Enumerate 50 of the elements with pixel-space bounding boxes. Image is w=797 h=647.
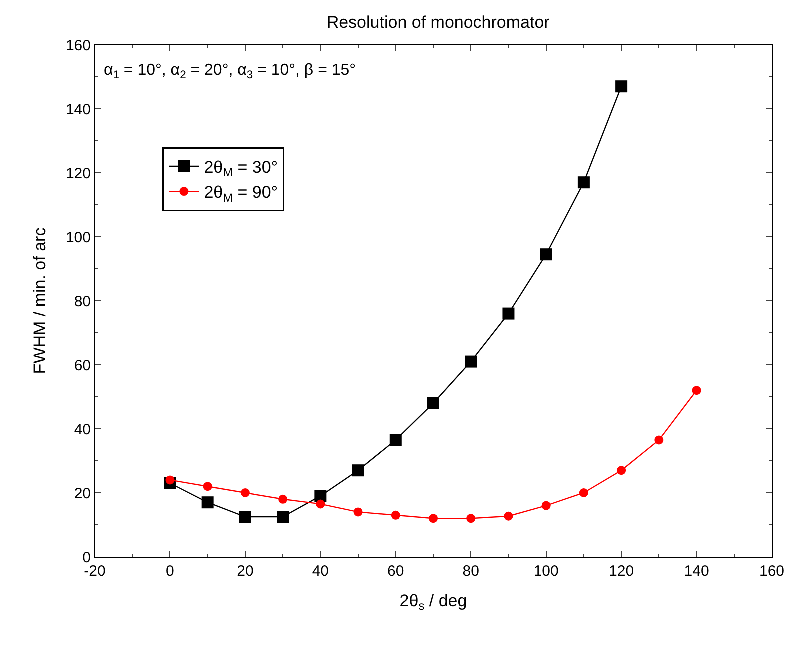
point <box>203 482 212 492</box>
point <box>429 514 438 524</box>
chart-title: Resolution of monochromator <box>326 13 550 32</box>
point <box>316 500 326 509</box>
point <box>202 496 214 509</box>
point <box>578 176 590 189</box>
point <box>314 490 327 502</box>
point <box>542 501 551 510</box>
x-tick-label: 20 <box>237 563 254 580</box>
point <box>354 508 363 517</box>
point <box>240 488 250 498</box>
point <box>617 466 626 476</box>
point <box>166 476 175 485</box>
point <box>352 464 364 477</box>
y-tick-label: 60 <box>74 357 91 374</box>
x-tick-label: 60 <box>388 563 404 580</box>
point <box>654 436 664 445</box>
point <box>504 512 514 521</box>
point <box>540 248 552 261</box>
y-axis-title: FWHM / min. of arc <box>30 227 50 374</box>
point <box>616 80 628 93</box>
annotation: α$_{1}$ = 10°, α$_{2}$ = 20°, α$_{3}$ = 10°, β = 15° <box>104 62 356 82</box>
x-tick-label: 0 <box>166 563 174 580</box>
x-tick-label: 140 <box>684 563 710 580</box>
y-tick-label: 80 <box>74 293 91 310</box>
x-tick-label: 120 <box>609 563 634 580</box>
point <box>465 356 478 368</box>
y-tick-label: 40 <box>74 421 91 438</box>
legend-label: 2θ$_{M}$ = 30° <box>204 158 278 180</box>
x-tick-label: 100 <box>534 563 559 580</box>
point <box>277 511 290 523</box>
point <box>692 386 702 396</box>
legend-label: 2θ$_{M}$ = 90° <box>204 183 278 205</box>
point <box>466 514 476 524</box>
point <box>391 510 400 520</box>
point <box>239 511 252 523</box>
y-tick-label: 100 <box>66 229 91 246</box>
point <box>278 494 288 504</box>
x-tick-label: 40 <box>312 563 330 580</box>
point <box>579 488 588 498</box>
y-tick-label: 160 <box>66 37 91 54</box>
x-tick-label: 160 <box>759 563 785 580</box>
point <box>428 397 440 410</box>
point <box>390 434 402 446</box>
y-tick-label: 20 <box>74 485 91 502</box>
point <box>502 308 515 320</box>
y-tick-label: 120 <box>66 165 91 182</box>
y-tick-label: 140 <box>66 101 91 118</box>
x-tick-label: 80 <box>462 563 480 580</box>
x-axis-title: 2θ$_{s}$ / deg <box>400 591 468 613</box>
